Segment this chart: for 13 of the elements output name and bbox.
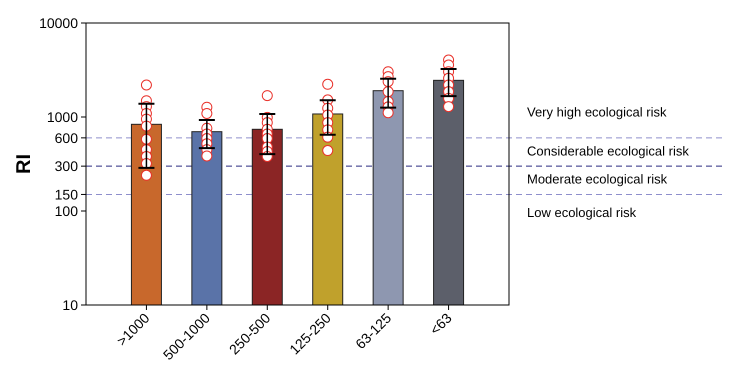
y-tick-label: 10000	[39, 14, 78, 31]
text: Low ecological risk	[527, 204, 637, 220]
y-tick-label: 300	[54, 158, 78, 174]
text: Very high ecological risk	[527, 104, 667, 120]
y-tick-label: 600	[54, 130, 78, 146]
text: Considerable ecological risk	[527, 143, 690, 158]
y-tick-label: 100	[54, 202, 78, 219]
x-tick-label: <63	[426, 310, 455, 338]
y-tick-label: 10	[62, 296, 78, 313]
text: Moderate ecological risk	[527, 172, 668, 187]
y-tick-label: 1000	[46, 108, 78, 125]
y-axis-title: RI	[13, 154, 35, 174]
y-tick-label: 150	[54, 186, 78, 202]
